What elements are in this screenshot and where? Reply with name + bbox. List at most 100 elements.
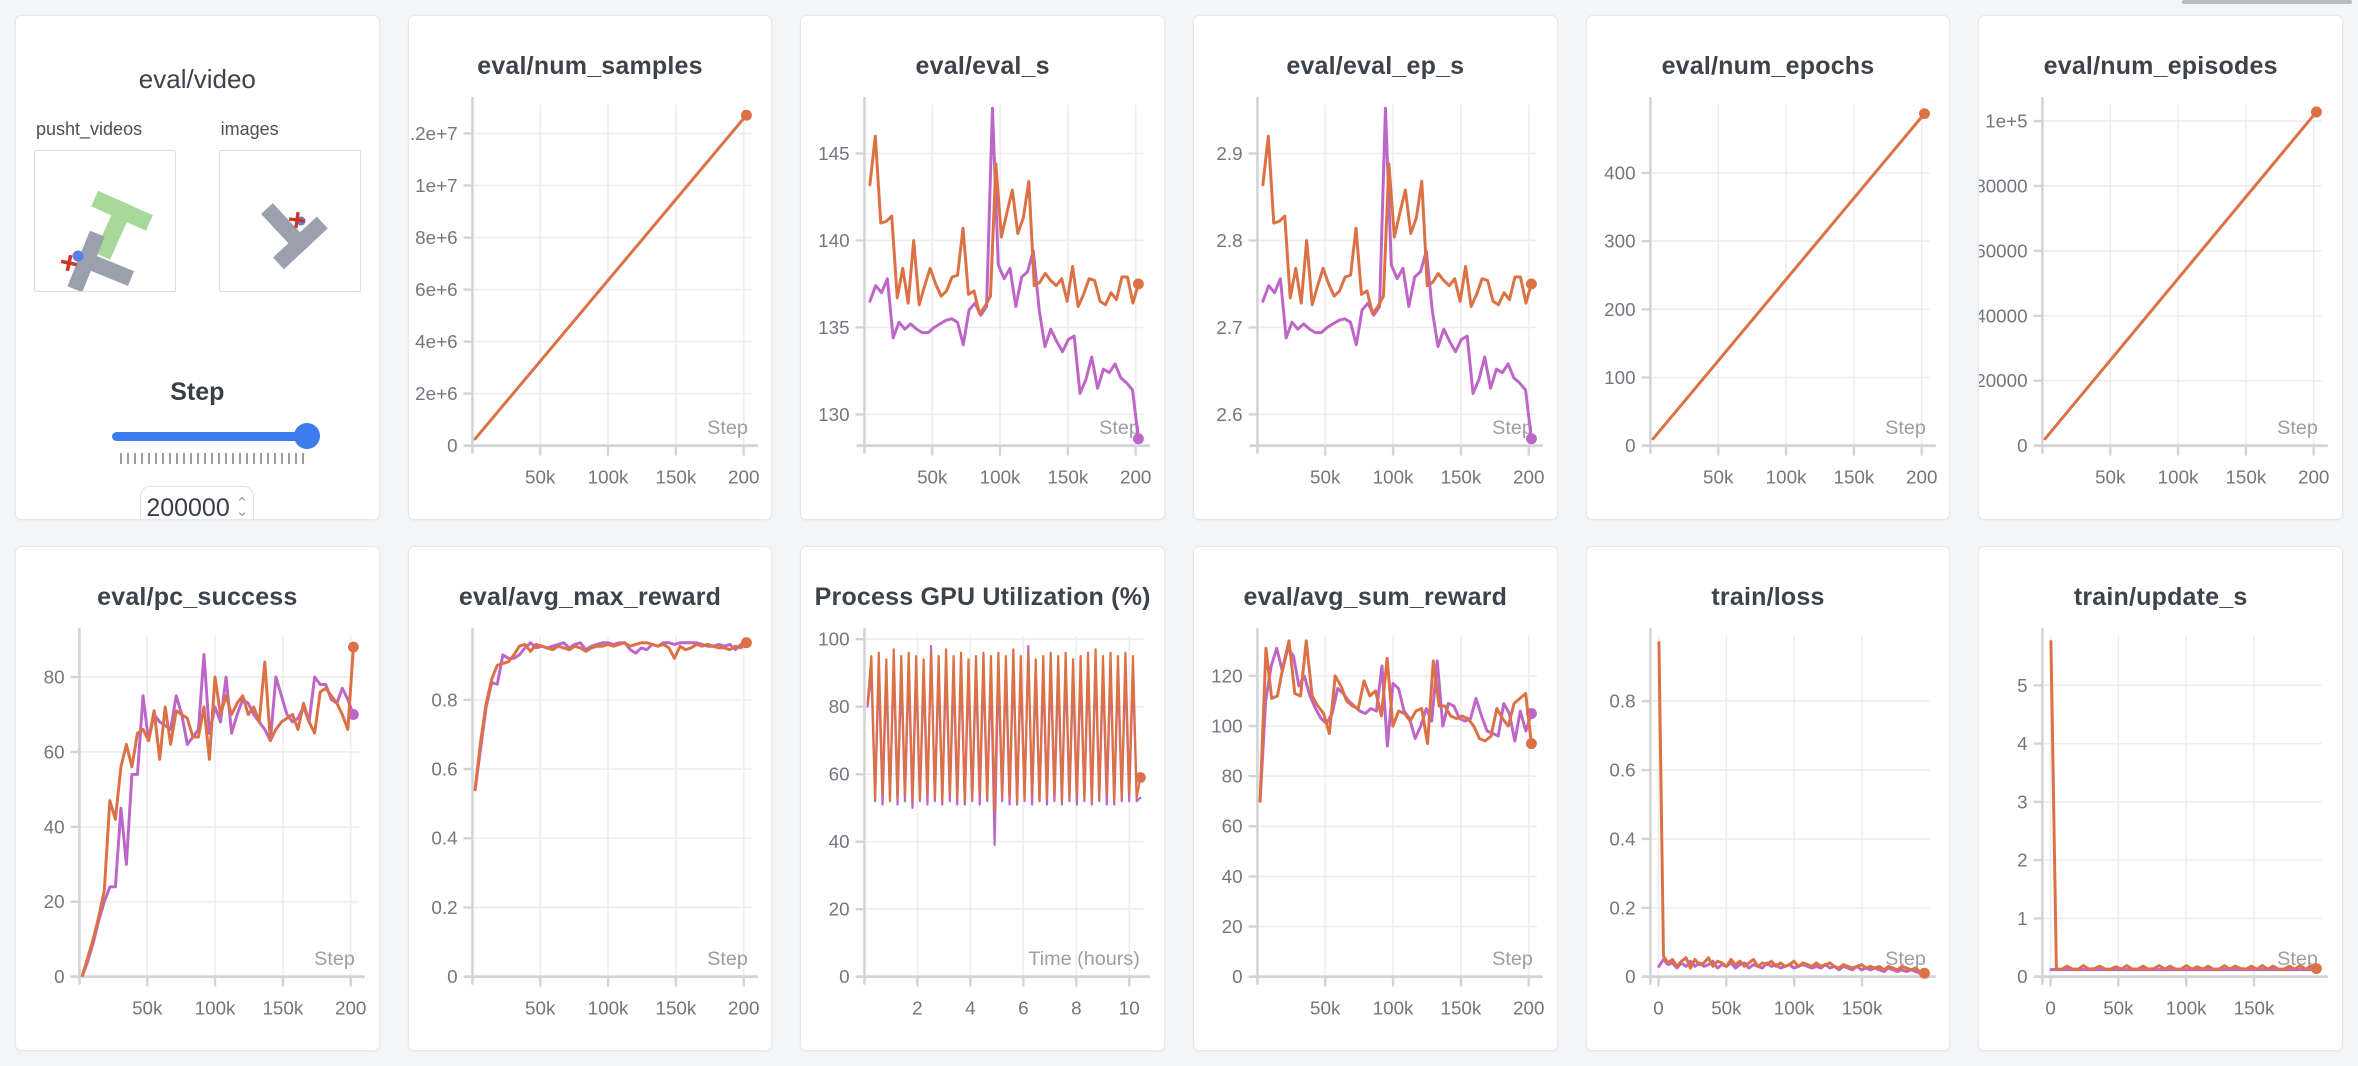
svg-text:Step: Step — [1492, 417, 1533, 439]
svg-text:0.4: 0.4 — [431, 828, 457, 849]
svg-text:0: 0 — [1625, 966, 1635, 987]
chart-plot[interactable]: 0 2e+6 4e+6 6e+6 8e+6 1e+7 1.2e+7 50k 100k 150k 20… — [409, 87, 772, 517]
svg-text:20000: 20000 — [1979, 370, 2028, 391]
spinner-down-icon[interactable]: ⌄ — [235, 503, 249, 520]
chart-title: eval/num_episodes — [2043, 52, 2278, 80]
chart-panel-eval-eval-s[interactable]: eval/eval_s 130 135 140 145 50k 100k 150k 200 St… — [800, 15, 1165, 520]
chart-plot[interactable]: 0 0.2 0.4 0.6 0.8 50k 100k 150k 200 Step — [409, 618, 772, 1048]
horizontal-scrollbar[interactable] — [2182, 0, 2352, 4]
svg-text:0.4: 0.4 — [1609, 828, 1635, 849]
svg-text:200: 200 — [1120, 466, 1151, 487]
svg-text:2.8: 2.8 — [1216, 230, 1242, 251]
svg-text:1e+5: 1e+5 — [1986, 110, 2028, 131]
chart-panel-train-update-s[interactable]: train/update_s 0 1 2 3 4 5 0 50k 100k 150k Step — [1978, 546, 2343, 1051]
pusht-block-t-shape — [260, 203, 328, 270]
chart-plot[interactable]: 0 100 200 300 400 50k 100k 150k 200 Step — [1587, 87, 1950, 517]
svg-text:10: 10 — [1119, 997, 1140, 1018]
svg-text:200: 200 — [728, 466, 759, 487]
spinner-up-icon[interactable]: ⌃ — [235, 494, 249, 512]
svg-text:140: 140 — [818, 230, 849, 251]
chart-plot[interactable]: 2.6 2.7 2.8 2.9 50k 100k 150k 200 Step — [1194, 87, 1557, 517]
chart-panel-eval-num-samples[interactable]: eval/num_samples 0 2e+6 4e+6 6e+6 8e+6 1e+7 1.… — [407, 15, 773, 520]
slider-track[interactable] — [112, 432, 315, 441]
svg-text:40: 40 — [829, 831, 850, 852]
svg-text:8e+6: 8e+6 — [415, 227, 457, 248]
media-panel-eval-video[interactable]: eval/video pusht_videos — [15, 15, 380, 520]
chart-plot[interactable]: 0 0.2 0.4 0.6 0.8 0 50k 100k 150k Step — [1587, 618, 1950, 1048]
chart-plot[interactable]: 0 20 40 60 80 100 2 4 6 8 10 Time (hours) — [801, 618, 1164, 1048]
svg-text:Step: Step — [1492, 948, 1533, 970]
svg-text:1.2e+7: 1.2e+7 — [409, 123, 458, 144]
chart-plot[interactable]: 0 20000 40000 60000 80000 1e+5 50k 100k 150k 200 S… — [1979, 87, 2342, 517]
svg-text:4: 4 — [2017, 733, 2027, 754]
svg-text:Step: Step — [1885, 417, 1926, 439]
svg-text:50k: 50k — [525, 997, 556, 1018]
svg-text:Step: Step — [2277, 417, 2318, 439]
svg-text:50k: 50k — [1703, 466, 1734, 487]
step-slider[interactable] — [112, 423, 320, 449]
svg-text:Step: Step — [1099, 417, 1140, 439]
svg-text:150k: 150k — [655, 997, 696, 1018]
svg-text:0.8: 0.8 — [431, 689, 457, 710]
chart-title: eval/eval_ep_s — [1286, 52, 1465, 80]
svg-text:200: 200 — [1906, 466, 1937, 487]
chart-panel-eval-num-epochs[interactable]: eval/num_epochs 0 100 200 300 400 50k 100k 150k… — [1585, 15, 1951, 520]
svg-text:150k: 150k — [1833, 466, 1874, 487]
slider-thumb[interactable] — [293, 423, 320, 449]
step-input-spinner: ⌃ ⌄ — [235, 494, 249, 520]
svg-text:2: 2 — [912, 997, 922, 1018]
chart-panel-eval-avg-max-reward[interactable]: eval/avg_max_reward 0 0.2 0.4 0.6 0.8 50k 100k… — [407, 546, 773, 1051]
chart-panel-process-gpu-utilization[interactable]: Process GPU Utilization (%) 0 20 40 60 80 100… — [800, 546, 1165, 1051]
svg-text:100k: 100k — [980, 466, 1021, 487]
chart-panel-eval-eval-ep-s[interactable]: eval/eval_ep_s 2.6 2.7 2.8 2.9 50k 100k 150k 20… — [1192, 15, 1558, 520]
svg-text:0: 0 — [447, 966, 457, 987]
step-input[interactable]: 200000 ⌃ ⌄ — [140, 486, 255, 520]
svg-text:Step: Step — [707, 948, 748, 970]
svg-text:3: 3 — [2017, 791, 2027, 812]
svg-text:0.6: 0.6 — [431, 758, 457, 779]
svg-text:20: 20 — [829, 899, 850, 920]
agent-cross-icon — [288, 211, 305, 229]
svg-text:200: 200 — [728, 997, 759, 1018]
chart-plot[interactable]: 0 1 2 3 4 5 0 50k 100k 150k Step — [1979, 618, 2342, 1048]
chart-plot[interactable]: 0 20 40 60 80 100 120 50k 100k 150k 200 Step — [1194, 618, 1557, 1048]
svg-text:100: 100 — [1604, 367, 1635, 388]
media-thumbnail-images[interactable] — [218, 150, 361, 292]
svg-text:0.2: 0.2 — [1609, 897, 1635, 918]
chart-panel-train-loss[interactable]: train/loss 0 0.2 0.4 0.6 0.8 0 50k 100k 150k Step — [1585, 546, 1951, 1051]
svg-text:5: 5 — [2017, 675, 2027, 696]
chart-panel-eval-pc-success[interactable]: eval/pc_success 0 20 40 60 80 50k 100k 150k 200 S… — [15, 546, 380, 1051]
svg-text:Step: Step — [707, 417, 748, 439]
svg-text:6: 6 — [1018, 997, 1028, 1018]
svg-text:200: 200 — [1513, 997, 1544, 1018]
chart-title: eval/num_epochs — [1661, 52, 1875, 80]
chart-panel-eval-avg-sum-reward[interactable]: eval/avg_sum_reward 0 20 40 60 80 100 120 50k 10… — [1192, 546, 1558, 1051]
svg-text:60: 60 — [1222, 816, 1243, 837]
svg-text:80: 80 — [829, 696, 850, 717]
svg-text:Step: Step — [314, 948, 355, 970]
svg-text:100k: 100k — [2166, 997, 2207, 1018]
svg-text:100k: 100k — [195, 997, 236, 1018]
svg-text:0: 0 — [2017, 966, 2027, 987]
svg-text:0: 0 — [839, 966, 849, 987]
svg-text:400: 400 — [1604, 162, 1635, 183]
pusht-scene-thumbnail — [260, 203, 328, 270]
svg-text:1: 1 — [2017, 908, 2027, 929]
svg-text:50k: 50k — [132, 997, 163, 1018]
svg-text:0: 0 — [1232, 966, 1242, 987]
chart-panel-eval-num-episodes[interactable]: eval/num_episodes 0 20000 40000 60000 80000 1… — [1978, 15, 2343, 520]
svg-text:20: 20 — [44, 891, 65, 912]
svg-text:100k: 100k — [2158, 466, 2199, 487]
svg-text:40: 40 — [44, 816, 65, 837]
chart-plot[interactable]: 0 20 40 60 80 50k 100k 150k 200 Step — [16, 618, 379, 1048]
svg-text:Time (hours): Time (hours) — [1029, 948, 1140, 970]
svg-text:8: 8 — [1071, 997, 1081, 1018]
svg-text:100: 100 — [818, 629, 849, 650]
chart-plot[interactable]: 130 135 140 145 50k 100k 150k 200 Step — [801, 87, 1164, 517]
svg-text:80000: 80000 — [1979, 175, 2028, 196]
svg-text:1e+7: 1e+7 — [415, 175, 457, 196]
slider-tick-marks — [120, 453, 307, 464]
svg-text:4: 4 — [965, 997, 975, 1018]
media-thumbnail-pusht-videos[interactable] — [34, 150, 176, 293]
